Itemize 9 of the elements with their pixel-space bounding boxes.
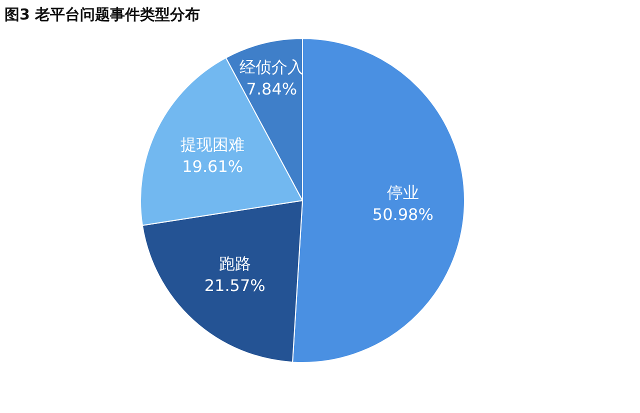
- data-label: 7.84%: [246, 79, 298, 98]
- data-label: 50.98%: [372, 205, 434, 224]
- slice-label: 跑路: [218, 254, 251, 274]
- data-label: 21.57%: [204, 276, 266, 296]
- slice-label: 经侦介入: [240, 57, 304, 76]
- chart-title: 图3 老平台问题事件类型分布: [4, 6, 200, 24]
- slice-label: 停业: [386, 183, 419, 202]
- data-label: 19.61%: [182, 157, 244, 176]
- slice-label: 提现困难: [180, 135, 245, 154]
